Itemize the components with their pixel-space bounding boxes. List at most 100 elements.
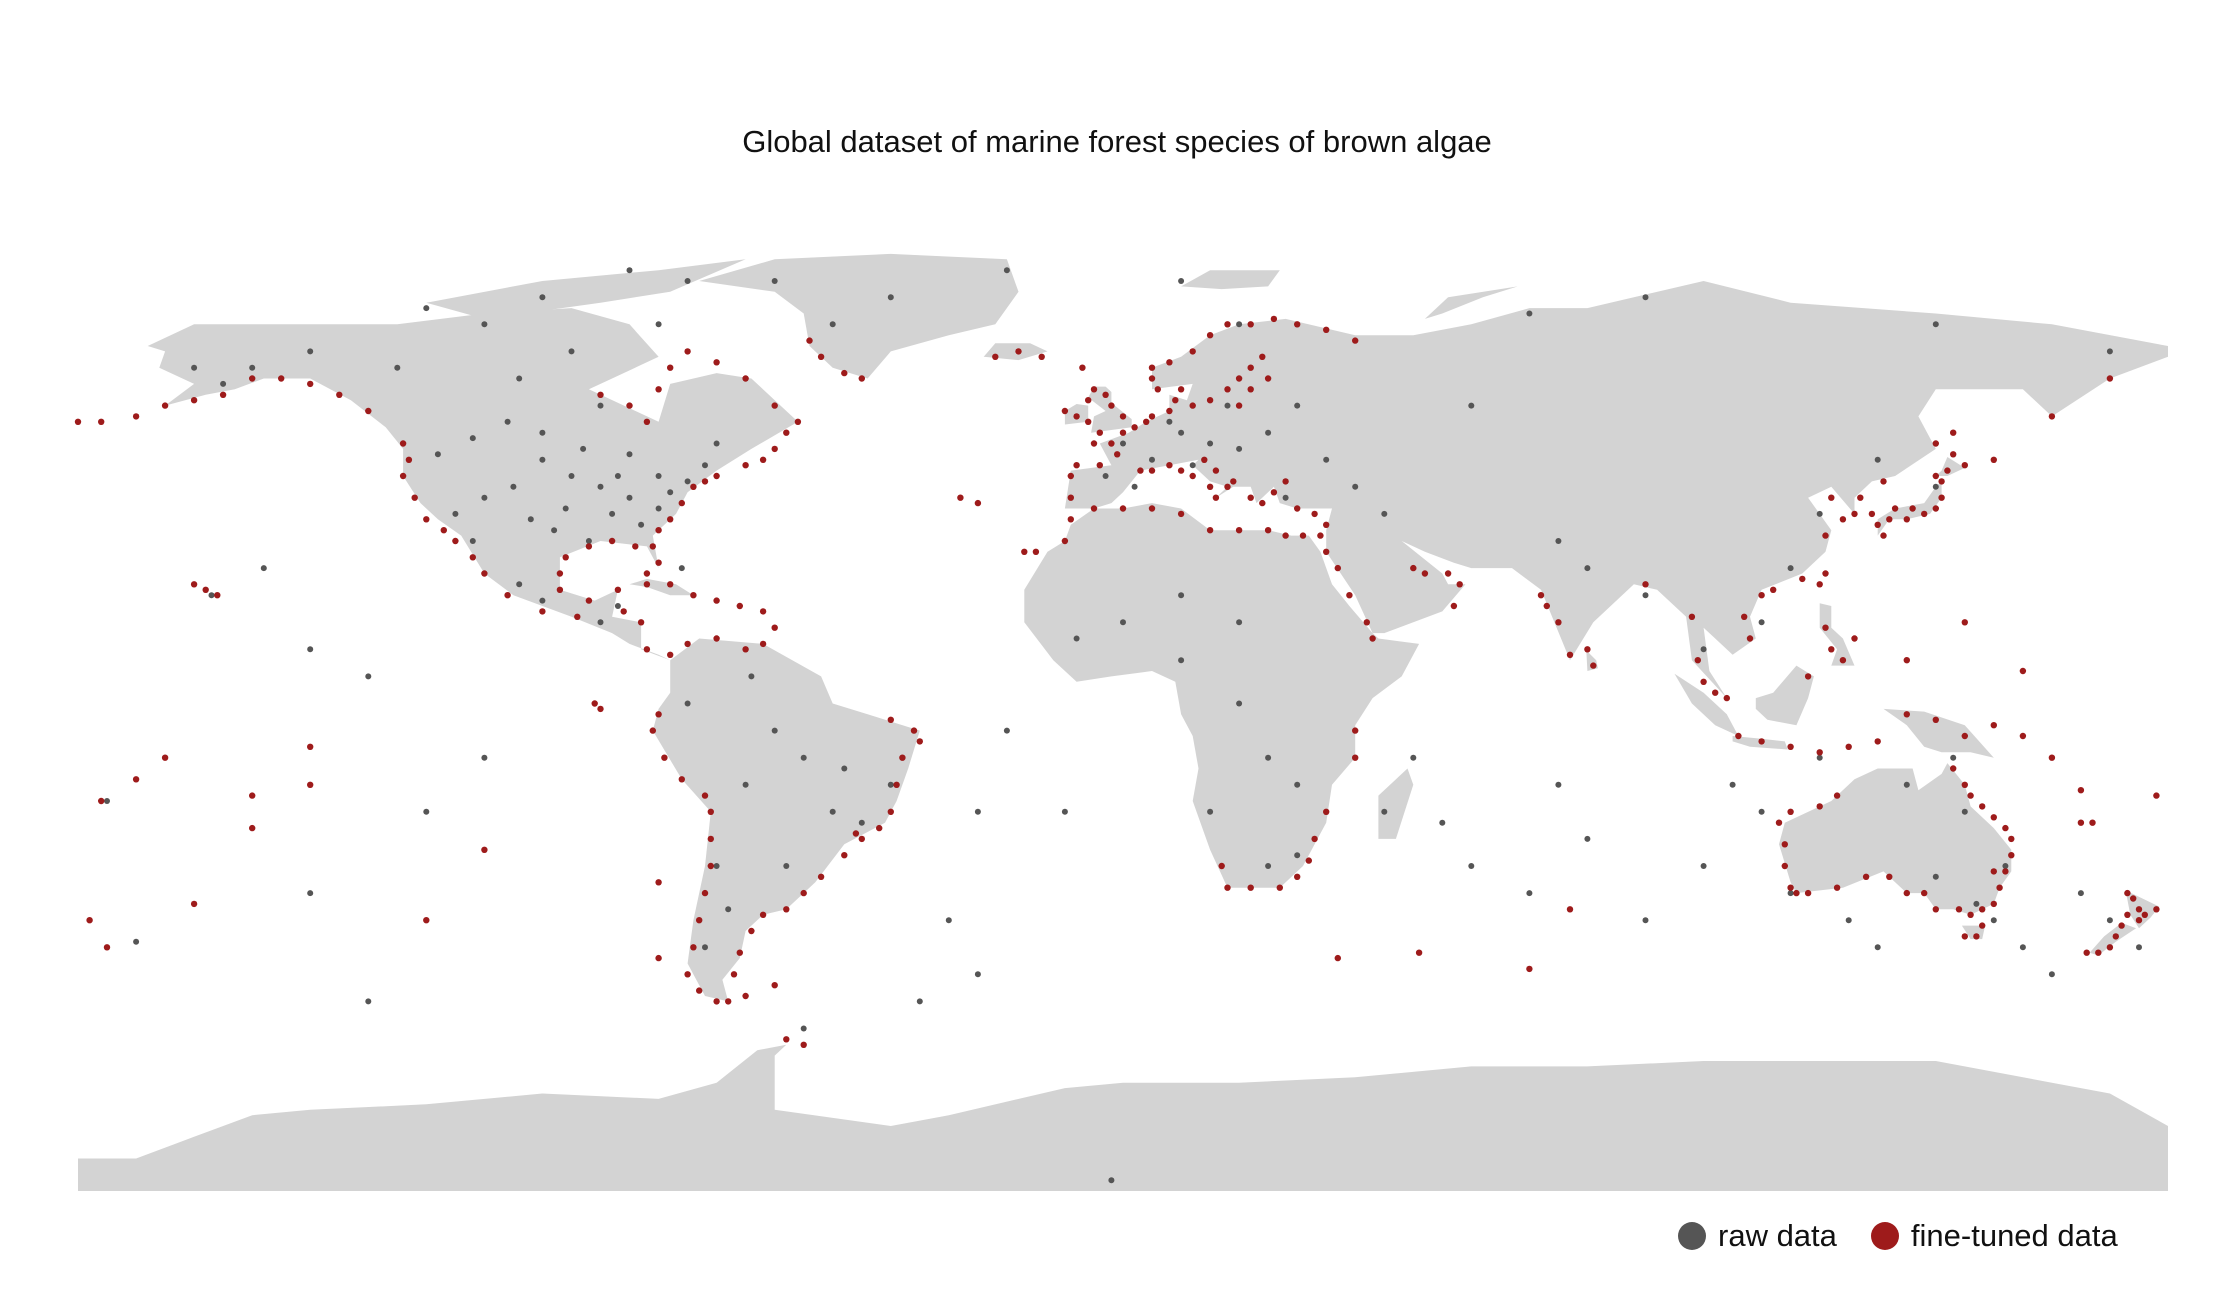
fine-tuned-data-point xyxy=(678,776,685,783)
fine-tuned-data-point xyxy=(481,846,488,853)
raw-data-point xyxy=(1950,754,1957,761)
fine-tuned-data-point xyxy=(1822,532,1829,539)
fine-tuned-data-point xyxy=(423,516,430,523)
fine-tuned-data-point xyxy=(1775,819,1783,826)
raw-data-point xyxy=(1102,473,1109,479)
fine-tuned-data-point xyxy=(1903,516,1911,523)
fine-tuned-data-point xyxy=(1932,505,1940,512)
fine-tuned-data-point xyxy=(1247,321,1254,328)
raw-data-point xyxy=(1816,754,1823,761)
fine-tuned-data-point xyxy=(1735,732,1742,740)
fine-tuned-data-point xyxy=(655,954,662,962)
raw-data-point xyxy=(1642,917,1649,924)
fine-tuned-data-point xyxy=(1334,954,1342,962)
raw-data-point xyxy=(1555,538,1562,544)
raw-data-point xyxy=(655,505,662,512)
fine-tuned-data-point xyxy=(661,754,668,761)
raw-data-point xyxy=(481,494,488,501)
fine-tuned-data-point xyxy=(637,619,645,626)
fine-tuned-data-point xyxy=(1688,613,1696,620)
fine-tuned-data-point xyxy=(481,570,488,577)
fine-tuned-data-point xyxy=(910,727,918,734)
raw-data-point xyxy=(1265,754,1272,761)
fine-tuned-data-point xyxy=(1642,581,1649,588)
fine-tuned-data-point xyxy=(1294,873,1301,880)
fine-tuned-data-point xyxy=(771,624,778,631)
raw-data-point xyxy=(725,906,732,913)
raw-data-point xyxy=(539,294,546,301)
raw-data-point xyxy=(510,483,517,490)
fine-tuned-data-point xyxy=(1828,646,1835,653)
fine-tuned-data-point xyxy=(1311,510,1318,518)
fine-tuned-data-point xyxy=(1990,456,1998,463)
fine-tuned-data-point xyxy=(1961,933,1969,940)
fine-tuned-data-point xyxy=(1450,602,1458,610)
raw-data-point xyxy=(568,473,575,479)
fine-tuned-data-point xyxy=(742,992,749,1000)
raw-data-point xyxy=(1207,440,1214,447)
fine-tuned-data-point xyxy=(690,483,697,490)
raw-data-point xyxy=(713,440,720,447)
raw-data-point xyxy=(916,998,923,1005)
fine-tuned-data-point xyxy=(98,797,105,805)
fine-tuned-data-point xyxy=(655,711,662,718)
raw-data-point xyxy=(1381,510,1388,517)
fine-tuned-data-point xyxy=(1096,429,1104,436)
raw-data-point xyxy=(1874,456,1881,463)
fine-tuned-data-point xyxy=(1903,657,1911,664)
fine-tuned-data-point xyxy=(1154,386,1162,393)
fine-tuned-data-point xyxy=(1903,889,1911,897)
raw-data-point xyxy=(394,364,401,371)
fine-tuned-data-point xyxy=(730,971,738,978)
fine-tuned-data-point xyxy=(249,792,256,799)
fine-tuned-data-point xyxy=(1096,462,1104,469)
fine-tuned-data-point xyxy=(655,386,662,393)
fine-tuned-data-point xyxy=(1282,532,1289,539)
fine-tuned-data-point xyxy=(1189,348,1196,355)
legend: raw data fine-tuned data xyxy=(1678,1216,2118,1256)
land-north-america xyxy=(147,308,798,661)
fine-tuned-data-point xyxy=(759,911,767,918)
fine-tuned-data-point xyxy=(1990,814,1998,821)
fine-tuned-data-point xyxy=(1021,548,1028,555)
raw-data-point xyxy=(481,754,488,761)
fine-tuned-data-point xyxy=(249,375,256,382)
raw-data-point xyxy=(481,321,488,328)
fine-tuned-data-point xyxy=(1526,965,1533,973)
fine-tuned-data-point xyxy=(1294,505,1301,512)
fine-tuned-data-point xyxy=(1833,884,1841,891)
raw-data-point xyxy=(1189,462,1196,469)
raw-data-point xyxy=(2106,348,2113,355)
fine-tuned-data-point xyxy=(1015,348,1022,355)
fine-tuned-data-point xyxy=(771,445,778,453)
fine-tuned-data-point xyxy=(1311,835,1318,843)
raw-data-point xyxy=(597,619,604,626)
fine-tuned-data-point xyxy=(1996,884,2003,891)
raw-data-point xyxy=(220,380,227,387)
raw-data-point xyxy=(655,321,662,328)
fine-tuned-data-point xyxy=(701,889,709,897)
raw-data-point xyxy=(1236,700,1243,707)
raw-data-point xyxy=(423,808,430,815)
land-south-america xyxy=(652,638,920,1002)
raw-data-point xyxy=(1236,619,1243,626)
raw-data-point xyxy=(539,597,546,604)
fine-tuned-data-point xyxy=(643,646,651,653)
raw-data-point xyxy=(104,798,110,804)
fine-tuned-data-point xyxy=(469,554,476,561)
fine-tuned-data-point xyxy=(643,418,651,425)
fine-tuned-data-point xyxy=(684,640,691,648)
fine-tuned-data-point xyxy=(2153,792,2160,799)
fine-tuned-data-point xyxy=(1108,440,1115,447)
fine-tuned-data-point xyxy=(307,380,314,388)
fine-tuned-data-point xyxy=(1247,884,1254,891)
fine-tuned-data-point xyxy=(1148,467,1156,474)
fine-tuned-data-point xyxy=(1979,906,1986,913)
fine-tuned-data-point xyxy=(1415,949,1423,956)
fine-tuned-data-point xyxy=(1891,505,1899,512)
fine-tuned-data-point xyxy=(759,456,767,463)
fine-tuned-data-point xyxy=(1566,906,1574,913)
fine-tuned-data-point xyxy=(1770,586,1777,593)
raw-data-point xyxy=(452,510,459,517)
raw-data-point xyxy=(974,808,981,815)
